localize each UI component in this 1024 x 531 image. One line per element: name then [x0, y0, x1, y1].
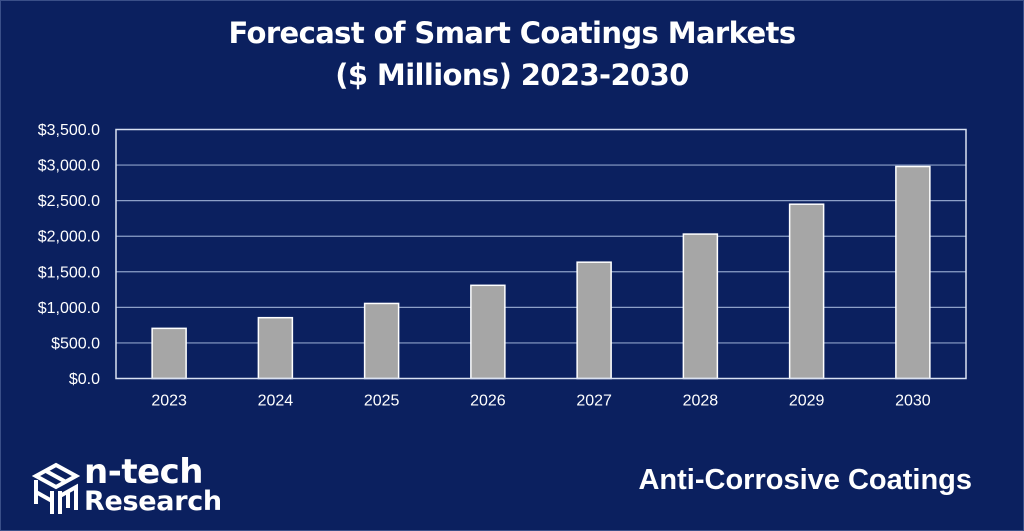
- x-tick-label: 2028: [683, 393, 719, 410]
- x-tick-label: 2030: [895, 393, 931, 410]
- bar-2023: [151, 327, 187, 380]
- bar-2028: [682, 233, 719, 380]
- brand-name: n-tech: [84, 452, 204, 492]
- bar-2029: [788, 203, 825, 380]
- bars: [151, 165, 931, 380]
- x-axis-labels: 2023 2024 2025 2026 2027 2028 2029 2030: [151, 393, 930, 410]
- plot-area-frame: [115, 128, 967, 380]
- gridlines: [116, 164, 966, 344]
- x-tick-label: 2029: [789, 393, 825, 410]
- y-tick-label: $0.0: [69, 371, 100, 388]
- chart-title: Forecast of Smart Coatings Markets: [228, 16, 796, 50]
- y-tick-label: $3,000.0: [38, 158, 100, 175]
- bar-2030: [895, 165, 931, 380]
- y-tick-label: $1,000.0: [38, 300, 100, 317]
- x-tick-label: 2023: [151, 393, 187, 410]
- bar-2025: [363, 302, 400, 380]
- y-tick-label: $500.0: [51, 335, 100, 352]
- chart-subtitle: ($ Millions) 2023-2030: [335, 58, 689, 92]
- y-tick-label: $1,500.0: [38, 264, 100, 281]
- x-tick-label: 2025: [364, 393, 400, 410]
- y-tick-label: $2,500.0: [38, 193, 100, 210]
- bar-2026: [470, 284, 506, 380]
- n-tech-logo: n-tech Research: [32, 452, 232, 520]
- x-tick-label: 2027: [576, 393, 612, 410]
- y-tick-label: $3,500.0: [38, 122, 100, 139]
- y-tick-label: $2,000.0: [38, 229, 100, 246]
- segment-label: Anti-Corrosive Coatings: [638, 464, 972, 496]
- y-axis-labels: $0.0 $500.0 $1,000.0 $1,500.0 $2,000.0 $2,500…: [38, 122, 100, 388]
- x-tick-label: 2026: [470, 393, 506, 410]
- x-tick-label: 2024: [258, 393, 294, 410]
- bar-2027: [576, 261, 612, 380]
- brand-name-research: Research: [84, 486, 222, 517]
- bar-2024: [257, 316, 294, 380]
- cube-logo-icon: [32, 462, 80, 514]
